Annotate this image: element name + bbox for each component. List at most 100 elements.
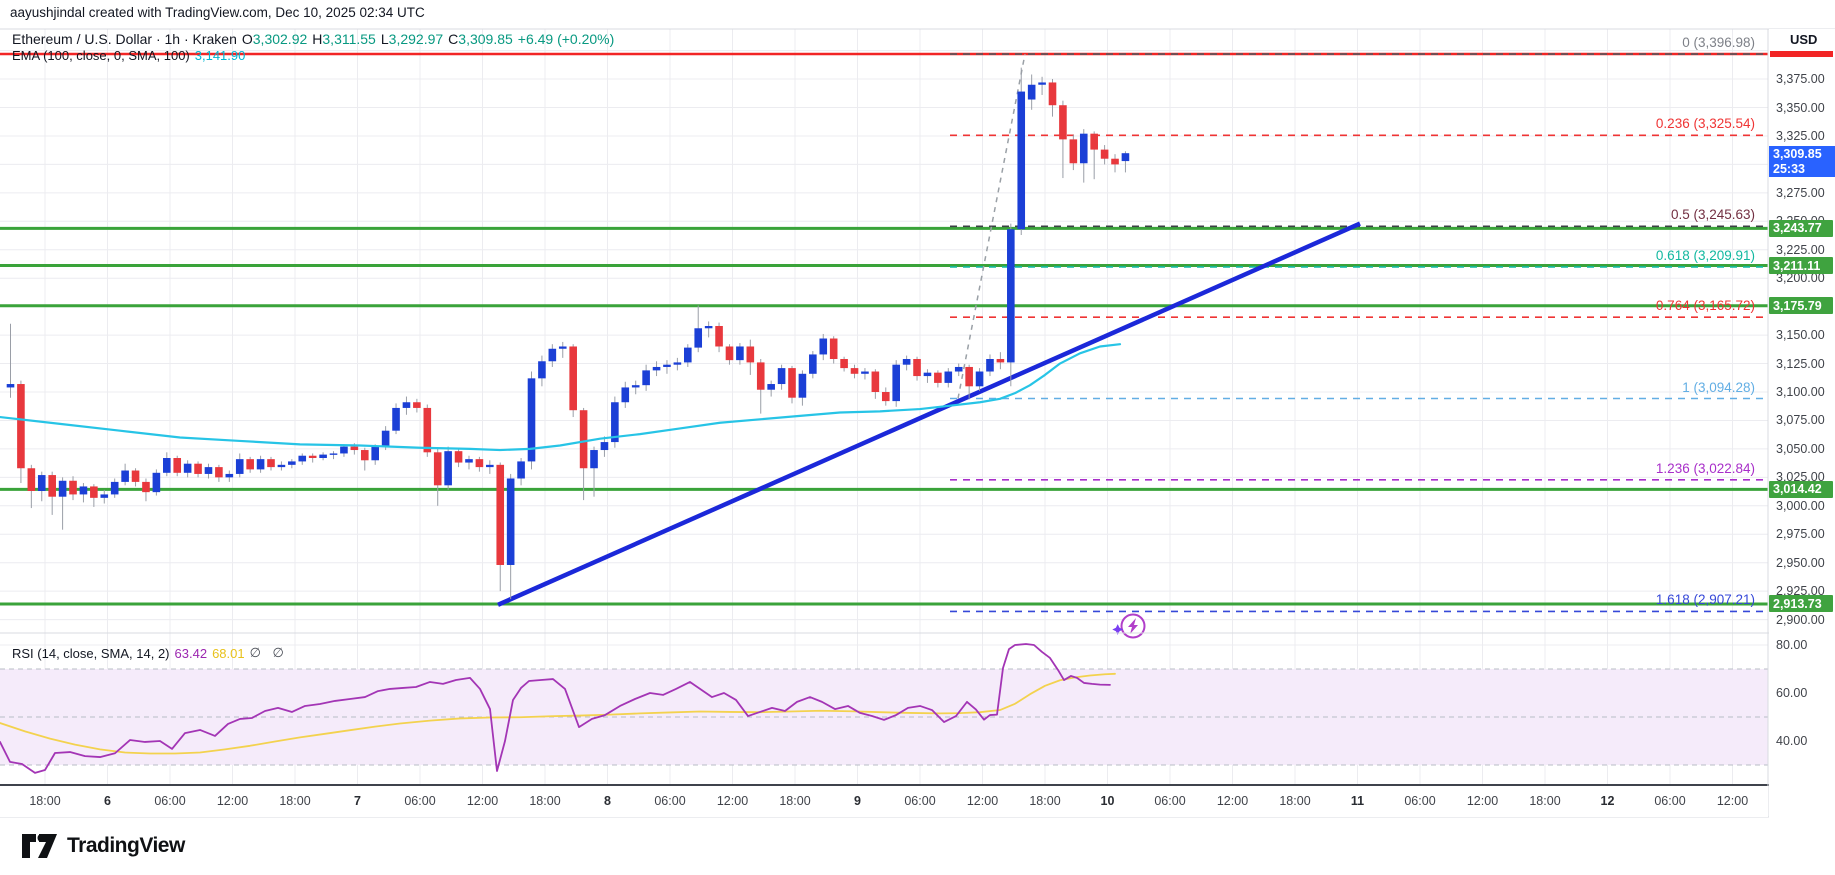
candlestick [1007, 229, 1015, 363]
candlestick [1027, 84, 1036, 100]
time-tick: 12:00 [1216, 794, 1249, 808]
price-tick: 3,225.00 [1776, 242, 1825, 257]
time-tick: 6 [104, 794, 111, 808]
candlestick [715, 325, 723, 347]
candlestick [360, 450, 369, 461]
candlestick [298, 455, 307, 462]
candlestick [402, 402, 411, 408]
candlestick [152, 472, 161, 493]
candlestick [163, 458, 171, 473]
candlestick [350, 446, 359, 451]
level-badge: 3,014.42 [1769, 480, 1833, 498]
rsi-label: RSI (14, close, SMA, 14, 2) [12, 645, 170, 661]
candlestick [517, 461, 525, 479]
time-tick: 12:00 [216, 794, 249, 808]
candlestick [902, 358, 911, 365]
level-badge: 3,175.79 [1769, 297, 1833, 315]
price-tick: 3,075.00 [1776, 413, 1825, 428]
time-tick: 18:00 [279, 794, 311, 808]
time-tick: 06:00 [404, 794, 436, 808]
candlestick [329, 453, 338, 455]
candlestick [413, 402, 421, 408]
lightning-glyph [1112, 624, 1124, 635]
time-tick: 9 [854, 794, 861, 808]
high-value: 3,311.55 [322, 31, 376, 47]
candlestick [58, 480, 67, 497]
candlestick [829, 338, 838, 359]
candlestick [1121, 153, 1130, 162]
candlestick [319, 454, 327, 459]
candlestick [381, 430, 390, 447]
time-tick: 12:00 [1466, 794, 1499, 808]
time-tick: 18:00 [1529, 794, 1561, 808]
time-tick: 12 [1600, 794, 1615, 808]
time-tick: 8 [604, 794, 611, 808]
candlestick [90, 486, 98, 498]
price-tick: 3,200.00 [1776, 271, 1825, 286]
candlestick [235, 459, 244, 474]
current-price-badge: 3,309.85 25:33 [1769, 146, 1835, 178]
price-tick: 3,325.00 [1776, 128, 1825, 143]
time-tick: 12:00 [1716, 794, 1749, 808]
candlestick [756, 362, 765, 390]
symbol-legend[interactable]: Ethereum / U.S. Dollar · 1h · Kraken O3,… [12, 31, 614, 47]
candlestick [558, 346, 567, 349]
candlestick [225, 473, 234, 478]
price-tick: 2,900.00 [1776, 612, 1825, 627]
candlestick [611, 402, 619, 443]
candlestick [527, 378, 536, 462]
candlestick [69, 480, 77, 495]
rsi-ma-line [0, 672, 1116, 755]
level-badge: 3,243.77 [1769, 219, 1833, 237]
candlestick [819, 338, 828, 355]
candlestick [506, 478, 515, 565]
close-label: C [448, 31, 459, 47]
candlestick [433, 452, 442, 486]
tradingview-logo[interactable]: TradingView [22, 832, 185, 860]
fib-connector-line [957, 53, 1026, 399]
candlestick [1038, 82, 1046, 85]
ema-line [0, 343, 1122, 452]
time-tick: 12:00 [466, 794, 499, 808]
candlestick [600, 442, 609, 451]
candlestick [486, 464, 494, 468]
candlestick [954, 366, 963, 372]
rsi-empty-markers: ∅ ∅ [249, 645, 288, 660]
candlestick [6, 384, 15, 388]
ema-legend[interactable]: EMA (100, close, 0, SMA, 100) 3,141.90 [12, 48, 245, 63]
candlestick [267, 459, 275, 468]
candlestick [183, 463, 192, 473]
trendline [497, 221, 1361, 607]
rsi-line [0, 643, 1111, 774]
candlestick [881, 392, 890, 402]
price-tick: 3,125.00 [1776, 356, 1825, 371]
candlestick [256, 459, 265, 470]
candlestick [736, 346, 744, 361]
candlestick [913, 358, 921, 377]
open-value: 3,302.92 [252, 31, 308, 47]
candlestick [110, 481, 119, 495]
candlestick [621, 387, 630, 403]
symbol-title[interactable]: Ethereum / U.S. Dollar · 1h · Kraken [12, 31, 237, 47]
candlestick [1048, 82, 1057, 106]
price-axis[interactable]: 3,375.003,350.003,325.003,275.003,250.00… [1769, 29, 1835, 818]
lightning-icon[interactable] [1112, 613, 1146, 639]
time-axis[interactable]: 18:00 6 06:00 12:00 18:00 7 06:00 12:00 18:00 8 06… [0, 786, 1768, 817]
candlestick [465, 459, 473, 463]
rsi-legend[interactable]: RSI (14, close, SMA, 14, 2) 63.42 68.01 … [12, 645, 288, 661]
low-label: L [380, 31, 389, 47]
candlestick [892, 364, 900, 402]
candlestick [986, 358, 994, 372]
time-tick: 7 [354, 794, 361, 808]
ema-label: EMA (100, close, 0, SMA, 100) [12, 48, 190, 63]
candlestick [1111, 158, 1119, 165]
rsi-value: 63.42 [174, 645, 208, 661]
candlestick [194, 463, 202, 474]
time-tick: 06:00 [1154, 794, 1186, 808]
resistance-axis-marker [1770, 51, 1833, 58]
time-tick: 18:00 [1029, 794, 1061, 808]
candlestick [1017, 91, 1026, 230]
candlestick [1090, 133, 1098, 150]
candlestick [308, 455, 317, 459]
